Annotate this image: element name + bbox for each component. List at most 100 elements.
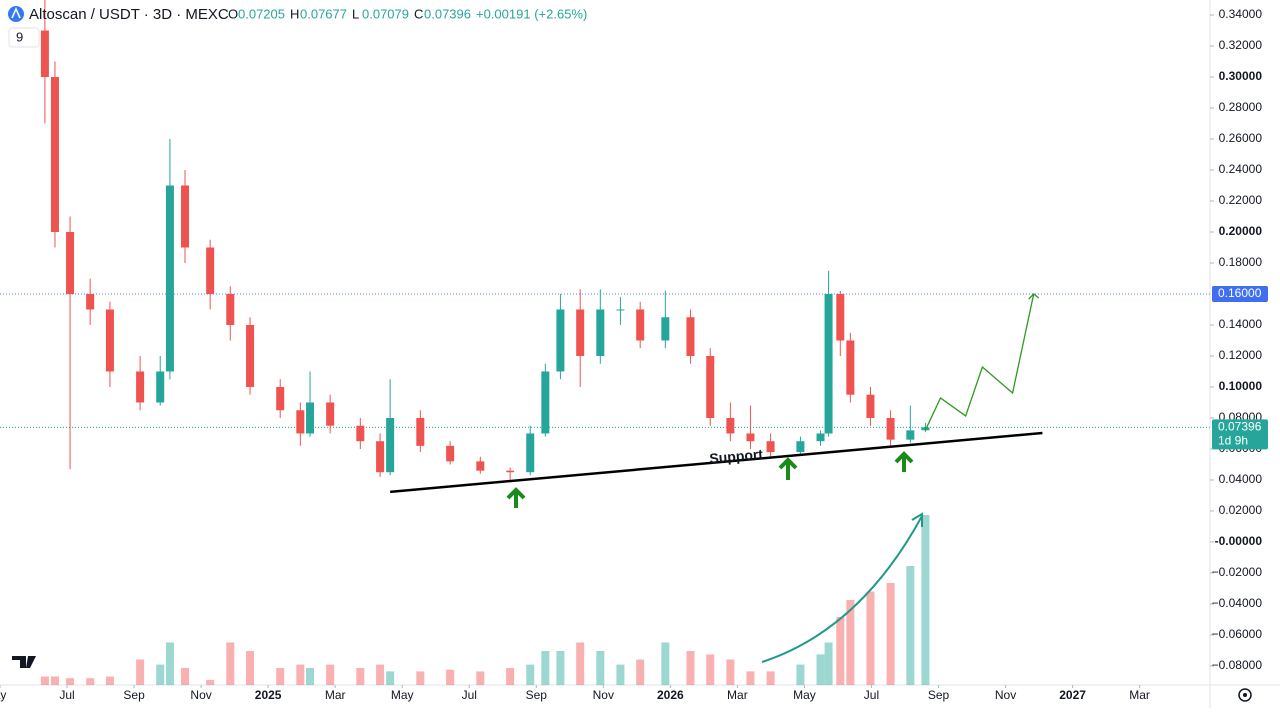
volume-bar	[816, 654, 825, 685]
candle-body	[40, 30, 49, 78]
countdown: 1d 9h	[1218, 434, 1248, 448]
logo-glyph	[11, 7, 21, 19]
projection-head	[1028, 293, 1040, 300]
volume-bar	[446, 669, 455, 685]
y-tick-label: 0.32000	[1219, 38, 1263, 52]
candle-body	[616, 309, 625, 311]
candle-body	[541, 371, 550, 434]
indicator[interactable]: 9	[16, 29, 23, 44]
candle-body	[636, 309, 645, 341]
tv-logo	[12, 656, 36, 668]
x-tick-label: Jul	[864, 688, 879, 702]
candle-body	[526, 433, 535, 473]
x-tick-label: Sep	[123, 688, 145, 702]
volume-bar	[476, 671, 485, 685]
y-tick-label: 0.20000	[1219, 224, 1263, 238]
annotations	[12, 451, 1252, 702]
volume-bar	[165, 642, 174, 685]
y-tick-label: −0.06000	[1212, 627, 1263, 641]
arrow	[778, 457, 798, 480]
ohlc-key: C	[414, 6, 423, 21]
volume-bar	[616, 664, 625, 685]
candle-body	[866, 394, 875, 418]
volume-bar	[921, 515, 930, 685]
arrow	[894, 451, 914, 472]
x-tick-label: 2026	[657, 688, 684, 702]
candle-body	[156, 371, 165, 403]
candle-body	[296, 410, 305, 434]
y-tick-label: 0.12000	[1219, 348, 1263, 362]
volume-bar	[86, 678, 95, 685]
x-tick-label: Jul	[59, 688, 74, 702]
candle-body	[105, 309, 114, 372]
candle-body	[686, 317, 695, 356]
volume-bar	[66, 678, 75, 685]
candle-body	[906, 430, 915, 440]
y-tick-label: 0.10000	[1219, 379, 1263, 393]
volume-bar	[246, 651, 255, 685]
volume-bar	[636, 659, 645, 685]
volume-bar	[156, 664, 165, 685]
ohlc-value: 0.07079	[362, 6, 409, 21]
volume-bar	[326, 664, 335, 685]
candle-body	[476, 461, 485, 471]
x-tick-label: Mar	[727, 688, 748, 702]
volume-bar	[706, 654, 715, 685]
volume-bar	[181, 668, 190, 685]
volume-bar	[136, 659, 145, 685]
volume-bar	[746, 671, 755, 685]
y-tick-label: 0.24000	[1219, 162, 1263, 176]
volume-bar	[906, 566, 915, 685]
y-tick-label: −0.08000	[1212, 658, 1263, 672]
candle-body	[746, 433, 755, 442]
candle-body	[136, 371, 145, 403]
y-tick-label: 0.34000	[1219, 7, 1263, 21]
x-tick-label: 2027	[1059, 688, 1086, 702]
candle-body	[726, 417, 735, 434]
y-tick-label: 0.02000	[1219, 503, 1263, 517]
volume-bar	[506, 668, 515, 685]
volume-bar	[50, 676, 59, 685]
ohlc-key: H	[290, 6, 299, 21]
volume-bar	[596, 651, 605, 685]
indicator-box[interactable]	[8, 27, 40, 48]
x-tick-label: Nov	[995, 688, 1016, 702]
candle-body	[376, 441, 385, 473]
x-tick-label: Nov	[593, 688, 614, 702]
x-tick-label: Mar	[325, 688, 346, 702]
ohlc-key: L	[352, 6, 359, 21]
y-tick-label: −0.04000	[1212, 596, 1263, 610]
candle-body	[836, 293, 845, 341]
support-label: Support	[709, 446, 764, 467]
volume-bar	[276, 668, 285, 685]
x-tick-label: 2025	[255, 688, 282, 702]
candle-body	[556, 309, 565, 372]
change: +0.00191 (+2.65%)	[476, 6, 587, 21]
x-tick-label: May	[391, 688, 414, 702]
header: Altoscan / USDT · 3D · MEXC O 0.07205 H 0.0…	[8, 6, 587, 48]
volume-bar	[866, 591, 875, 685]
ohlc-value: 0.07205	[238, 6, 285, 21]
volume-bar	[526, 664, 535, 685]
x-tick-label: Sep	[928, 688, 950, 702]
settings-icon[interactable]	[1238, 688, 1252, 702]
support-line	[390, 431, 1043, 494]
volume-bar	[686, 651, 695, 685]
volume-bar	[886, 583, 895, 685]
candle-body	[206, 247, 215, 294]
last-price-tag	[1212, 419, 1268, 450]
candle-body	[165, 185, 174, 372]
candle-body	[326, 402, 335, 426]
x-tick-label: Jul	[462, 688, 477, 702]
candle-body	[386, 417, 395, 473]
ohlc-value: 0.07396	[424, 6, 471, 21]
candle-body	[50, 77, 59, 233]
ohlc-key: O	[228, 6, 238, 21]
volume-bar	[40, 676, 49, 685]
y-tick-label: 0.26000	[1219, 131, 1263, 145]
volume-bar	[296, 664, 305, 685]
candle-body	[816, 433, 825, 442]
volume-bar	[416, 671, 425, 685]
